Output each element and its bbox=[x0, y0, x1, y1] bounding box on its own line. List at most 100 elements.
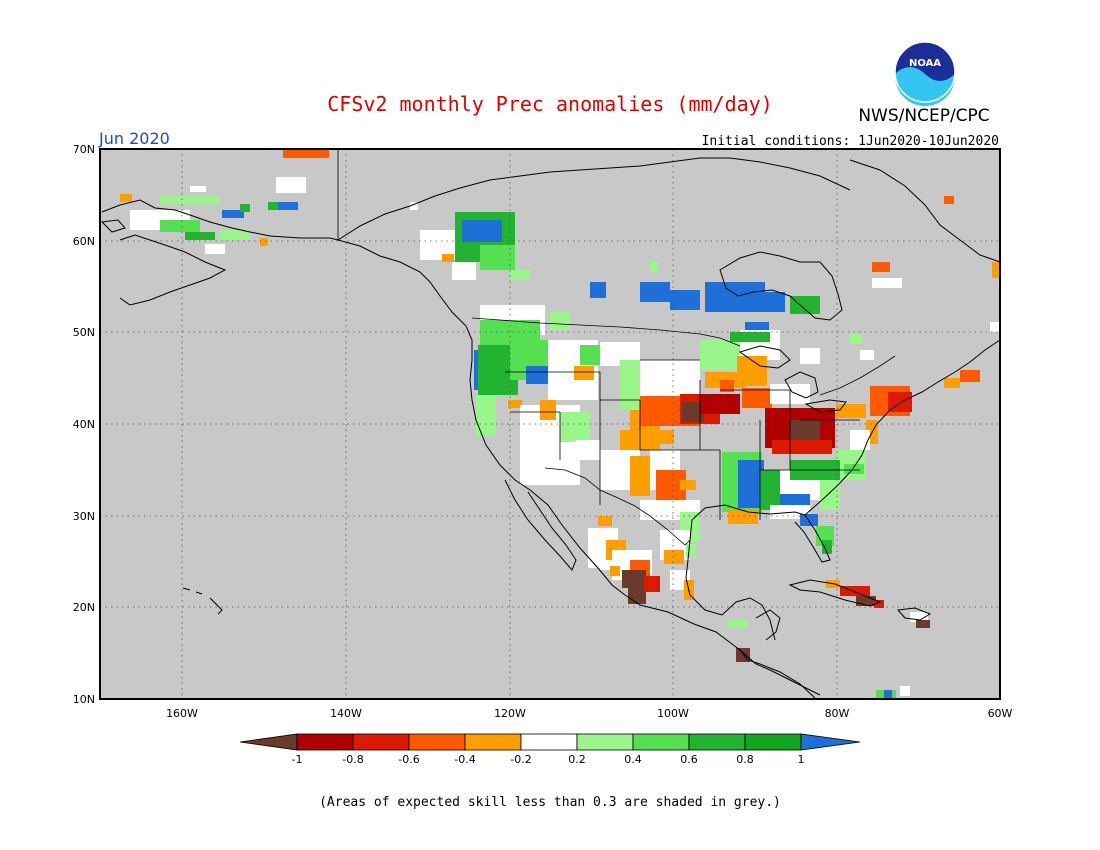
lat-label: 30N bbox=[73, 510, 95, 523]
anomaly-cell bbox=[640, 282, 670, 302]
colorbar-arrow-high bbox=[800, 733, 861, 751]
colorbar-bin bbox=[352, 733, 410, 751]
agency-label: NWS/NCEP/CPC bbox=[858, 106, 989, 126]
anomaly-cell bbox=[670, 290, 700, 310]
colorbar-tick: -1 bbox=[292, 753, 303, 766]
colorbar-bin bbox=[576, 733, 634, 751]
anomaly-cell bbox=[560, 412, 590, 442]
lat-label: 20N bbox=[73, 601, 95, 614]
anomaly-cell bbox=[872, 262, 890, 272]
chart-title: CFSv2 monthly Prec anomalies (mm/day) bbox=[327, 92, 773, 116]
lon-label: 140W bbox=[330, 707, 362, 720]
anomaly-cell bbox=[222, 210, 244, 218]
lon-label: 100W bbox=[657, 707, 689, 720]
anomaly-cell bbox=[700, 394, 740, 414]
lat-label: 70N bbox=[73, 143, 95, 156]
anomaly-cell bbox=[600, 560, 610, 570]
anomaly-cell bbox=[745, 292, 785, 312]
colorbar-bin bbox=[632, 733, 690, 751]
anomaly-cell bbox=[800, 514, 818, 526]
anomaly-cell bbox=[900, 686, 910, 696]
anomaly-cell bbox=[664, 550, 684, 564]
anomaly-cell bbox=[205, 244, 225, 254]
anomaly-cell bbox=[916, 620, 930, 628]
anomaly-cell bbox=[884, 690, 892, 699]
anomaly-cell bbox=[628, 588, 646, 604]
colorbar-tick: 0.8 bbox=[736, 753, 754, 766]
anomaly-cell bbox=[760, 470, 780, 510]
lat-label: 50N bbox=[73, 326, 95, 339]
colorbar-tick: 1 bbox=[798, 753, 805, 766]
anomaly-cell bbox=[476, 395, 496, 435]
map-frame bbox=[99, 148, 1001, 700]
latitude-labels: 70N 60N 50N 40N 30N 20N 10N bbox=[73, 143, 95, 706]
anomaly-cell bbox=[990, 322, 1000, 332]
anomaly-cell bbox=[540, 400, 556, 420]
anomaly-cell bbox=[872, 278, 902, 288]
anomaly-cell bbox=[452, 262, 476, 280]
month-label: Jun 2020 bbox=[98, 129, 170, 148]
anomaly-cell bbox=[640, 360, 700, 400]
anomaly-cell bbox=[910, 612, 928, 622]
anomaly-cell bbox=[650, 262, 658, 272]
colorbar-tick: -0.8 bbox=[342, 753, 363, 766]
anomaly-cell bbox=[240, 204, 250, 212]
colorbar-tick: 0.6 bbox=[680, 753, 698, 766]
anomaly-cell bbox=[220, 230, 250, 240]
anomaly-cell bbox=[686, 544, 696, 558]
anomaly-cell bbox=[160, 220, 200, 232]
anomaly-cell bbox=[728, 510, 758, 524]
lat-label: 40N bbox=[73, 418, 95, 431]
anomaly-cell bbox=[860, 350, 874, 360]
anomaly-cell bbox=[630, 456, 650, 496]
lon-label: 60W bbox=[988, 707, 1013, 720]
anomaly-cell bbox=[772, 440, 832, 454]
colorbar-tick: -0.2 bbox=[510, 753, 531, 766]
anomaly-cell bbox=[644, 576, 660, 592]
lon-label: 80W bbox=[825, 707, 850, 720]
anomaly-cell bbox=[622, 570, 646, 588]
colorbar-tick: -0.6 bbox=[398, 753, 419, 766]
skill-footnote: (Areas of expected skill less than 0.3 a… bbox=[319, 795, 781, 810]
lat-label: 10N bbox=[73, 693, 95, 706]
colorbar-tick: 0.2 bbox=[568, 753, 586, 766]
anomaly-cell bbox=[283, 150, 329, 158]
anomaly-cell bbox=[790, 296, 820, 314]
lat-label: 60N bbox=[73, 235, 95, 248]
colorbar-arrow-low bbox=[239, 733, 298, 751]
political-borders bbox=[337, 149, 896, 546]
colorbar-bin bbox=[296, 733, 354, 751]
anomaly-cell bbox=[844, 464, 864, 474]
anomaly-cell bbox=[268, 202, 278, 210]
anomaly-cell bbox=[160, 196, 220, 204]
anomaly-cell bbox=[610, 566, 620, 576]
anomaly-cell bbox=[728, 620, 748, 628]
anomaly-cell bbox=[822, 540, 832, 554]
anomaly-cell bbox=[840, 586, 870, 596]
colorbar-bin bbox=[688, 733, 746, 751]
anomaly-cell bbox=[836, 404, 866, 418]
anomaly-cell bbox=[480, 245, 515, 270]
anomaly-cell bbox=[745, 322, 769, 332]
anomaly-cell bbox=[620, 430, 650, 450]
anomaly-cell bbox=[944, 196, 954, 204]
longitude-labels: 160W 140W 120W 100W 80W 60W bbox=[166, 707, 1012, 720]
lon-label: 160W bbox=[166, 707, 198, 720]
anomaly-cell bbox=[510, 270, 530, 280]
anomaly-cell bbox=[730, 332, 770, 342]
anomaly-cell bbox=[278, 202, 298, 210]
anomaly-cell bbox=[574, 366, 594, 380]
anomaly-cell bbox=[680, 480, 696, 490]
anomaly-cell bbox=[190, 186, 206, 192]
anomaly-cell bbox=[800, 348, 820, 364]
noaa-logo: NOAA bbox=[894, 41, 956, 106]
colorbar-bin bbox=[408, 733, 466, 751]
anomaly-cell bbox=[874, 600, 884, 608]
anomaly-cell bbox=[944, 378, 960, 388]
colorbar-tick: -0.4 bbox=[454, 753, 475, 766]
anomaly-cell bbox=[720, 380, 734, 392]
anomaly-cell bbox=[508, 400, 522, 408]
anomaly-cell bbox=[850, 334, 862, 344]
colorbar-bin bbox=[520, 733, 578, 751]
